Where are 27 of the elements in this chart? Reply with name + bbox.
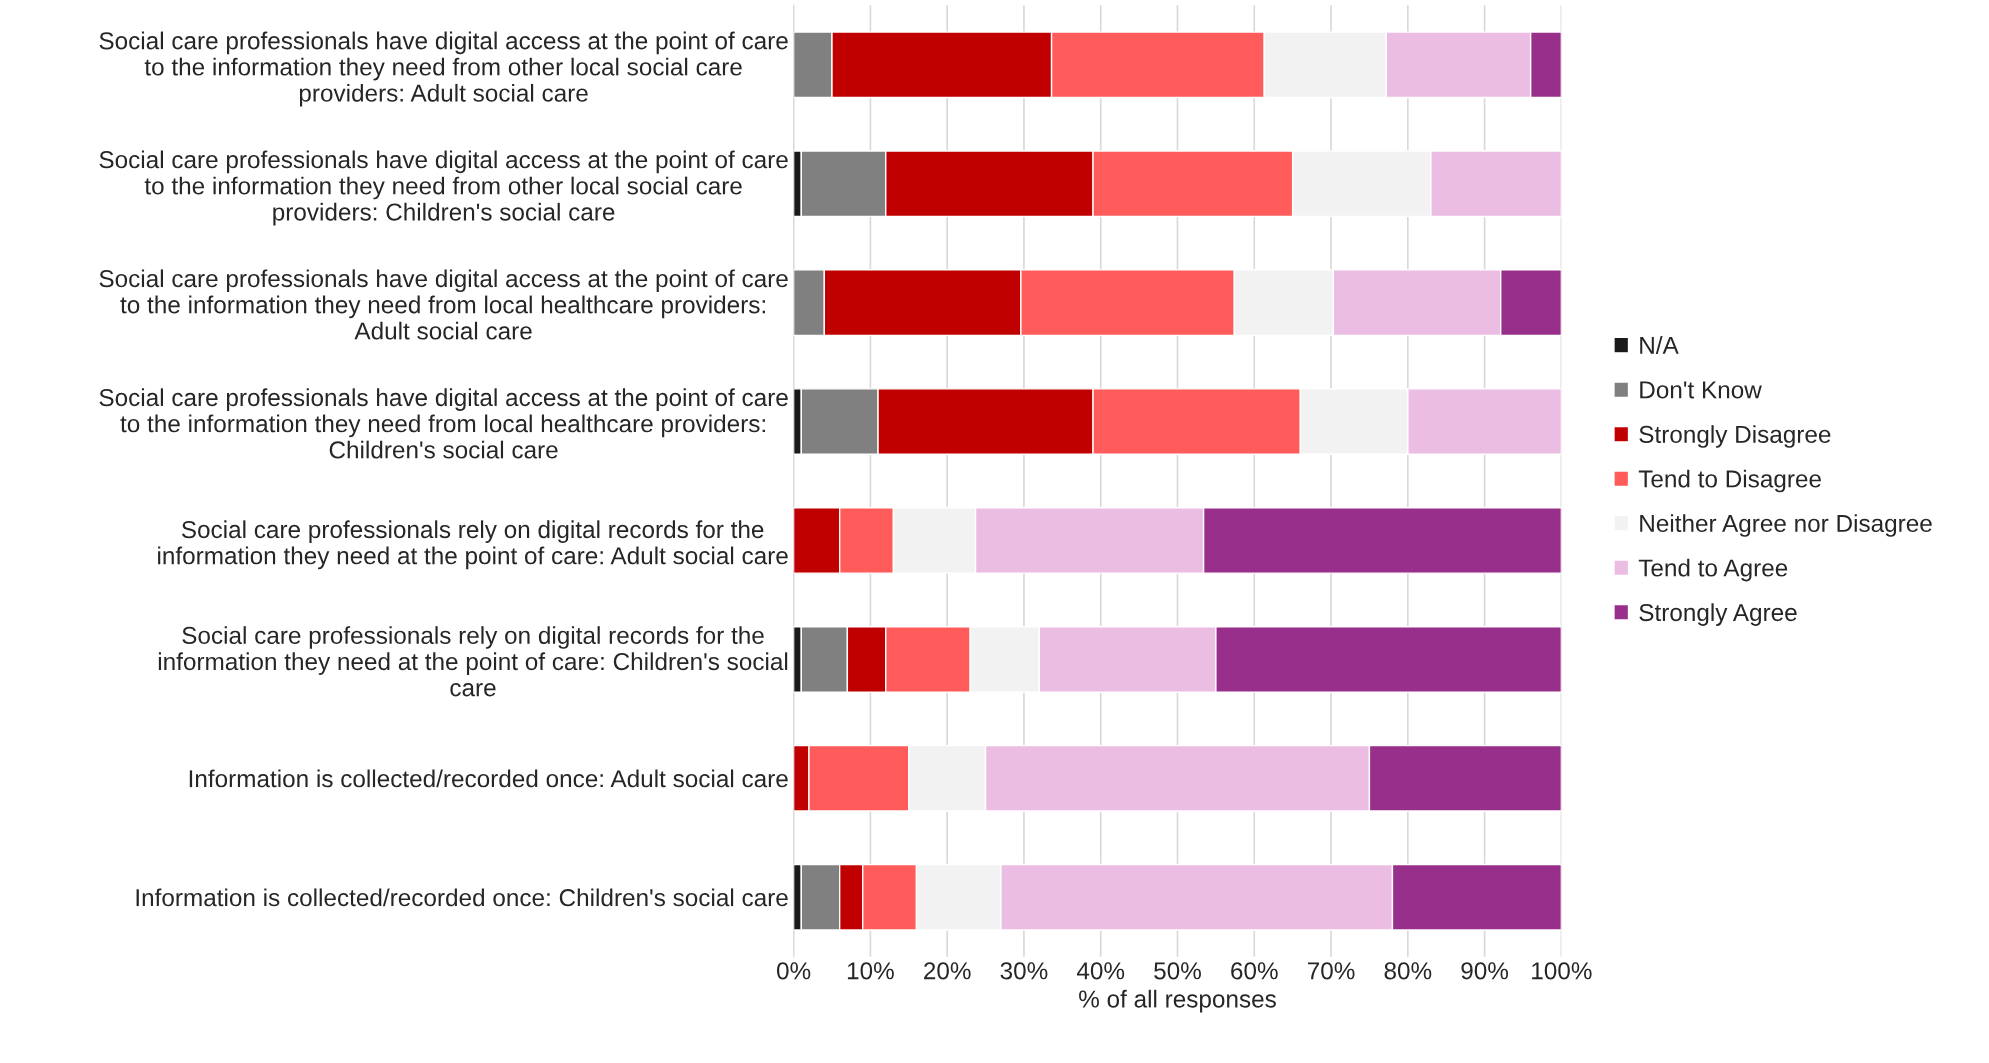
legend-label: Strongly Agree [1639,603,1797,626]
x-tick-label: 40% [1076,962,1125,980]
x-axis-title: % of all responses [1079,989,1276,1013]
y-tick-label: Social care professionals have digital access at the point of care to the information they need from other local social care providers: Children's social care [99,150,788,226]
legend-label: Tend to Disagree [1638,469,1821,493]
y-tick-label: Social care professionals rely on digital records for the information they need at the point of care: Adult social care [158,520,788,570]
y-tick-label: Information is collected/recorded once: Adult social care [189,769,788,788]
x-tick-label: 70% [1307,962,1355,980]
x-tick-label: 80% [1384,962,1432,980]
x-tick-label: 10% [847,962,894,980]
y-tick-label: Social care professionals have digital access at the point of care to the information they need from local healthcare providers: Children's social care [99,388,788,459]
x-tick-label: 100% [1532,962,1592,980]
x-tick-label: 30% [1000,962,1048,980]
x-tick-label: 0% [777,962,811,980]
y-tick-label: Social care professionals have digital access at the point of care to the information they need from local healthcare providers: Adult social care [99,269,788,340]
legend-label: N/A [1640,336,1679,354]
x-tick-label: 60% [1231,962,1278,980]
x-tick-label: 50% [1154,962,1201,980]
legend-label: Tend to Agree [1638,558,1788,582]
y-tick-label: Information is collected/recorded once: Children's social care [136,888,788,907]
y-tick-label: Social care professionals rely on digital records for the information they need at the point of care: Children's social care [158,626,788,697]
legend-label: Don't Know [1640,381,1762,399]
y-tick-label: Social care professionals have digital access at the point of care to the information they need from other local social care providers: Adult social care [99,31,788,107]
legend-label: Strongly Disagree [1639,425,1831,448]
x-tick-label: 90% [1461,962,1509,980]
x-tick-label: 20% [924,962,971,980]
legend-label: Neither Agree nor Disagree [1640,514,1932,537]
